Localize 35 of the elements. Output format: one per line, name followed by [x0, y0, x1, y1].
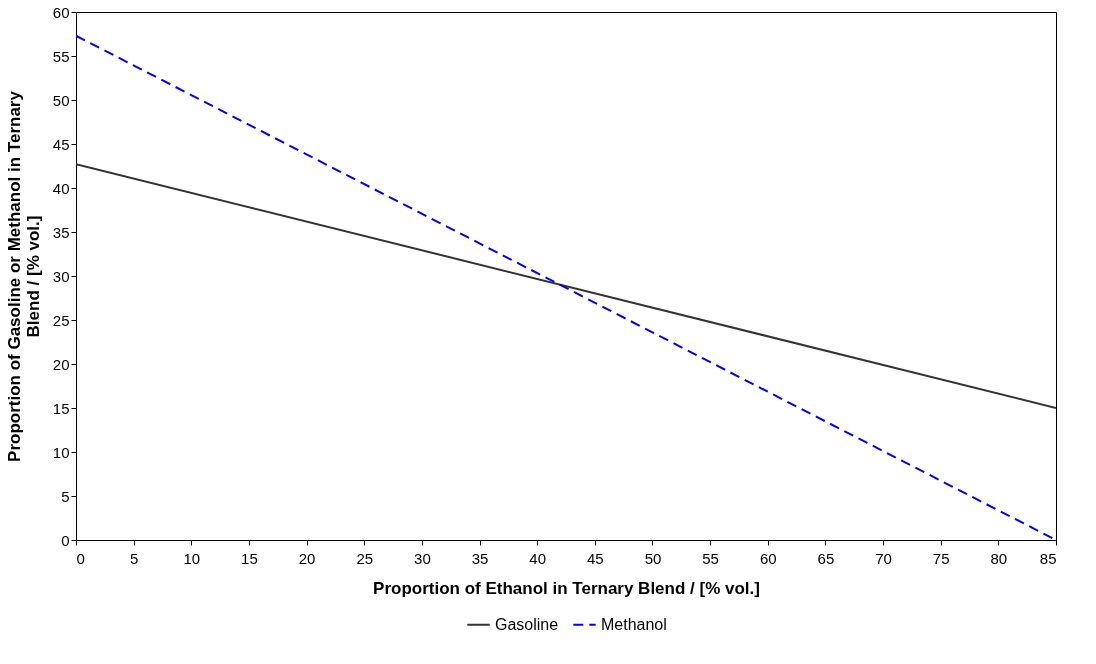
x-tick-label: 70	[875, 549, 892, 567]
x-tick-label: 45	[586, 549, 604, 567]
y-tick-label: 40	[52, 179, 70, 197]
x-tick-label: 55	[702, 549, 719, 567]
y-tick-label: 5	[61, 487, 70, 505]
x-tick-label: 40	[529, 549, 547, 567]
x-tick-label: 15	[241, 549, 258, 567]
legend-label: Gasoline	[495, 615, 559, 633]
x-tick-label: 30	[414, 549, 431, 567]
x-tick-label: 75	[932, 549, 950, 567]
y-axis-title: Proportion of Gasoline or Methanol in Ternary Blend / [% vol.]	[4, 90, 43, 462]
x-tick-label: 5	[129, 549, 139, 567]
x-tick-label: 65	[817, 549, 835, 567]
y-tick-label: 35	[52, 223, 70, 241]
x-axis-title: Proportion of Ethanol in Ternary Blend / [% vol.]	[373, 578, 760, 598]
x-tick-label: 50	[644, 549, 662, 567]
y-tick-label: 20	[52, 355, 70, 373]
y-tick-label: 0	[61, 531, 70, 549]
x-tick-label: 20	[298, 549, 316, 567]
x-tick-label: 60	[759, 549, 777, 567]
x-tick-label: 35	[471, 549, 489, 567]
x-tick-label: 25	[356, 549, 374, 567]
y-tick-label: 30	[52, 267, 70, 285]
legend-label: Methanol	[601, 615, 667, 633]
y-tick-label: 55	[52, 47, 70, 65]
y-tick-label: 45	[52, 135, 70, 153]
y-tick-label: 10	[52, 443, 70, 461]
x-tick-label: 0	[76, 549, 85, 567]
x-tick-label: 85	[1039, 549, 1057, 567]
y-tick-label: 25	[52, 311, 70, 329]
y-tick-label: 50	[52, 91, 70, 109]
y-tick-label: 15	[52, 399, 70, 417]
x-tick-label: 80	[990, 549, 1008, 567]
x-tick-label: 10	[183, 549, 201, 567]
y-tick-label: 60	[52, 3, 70, 21]
